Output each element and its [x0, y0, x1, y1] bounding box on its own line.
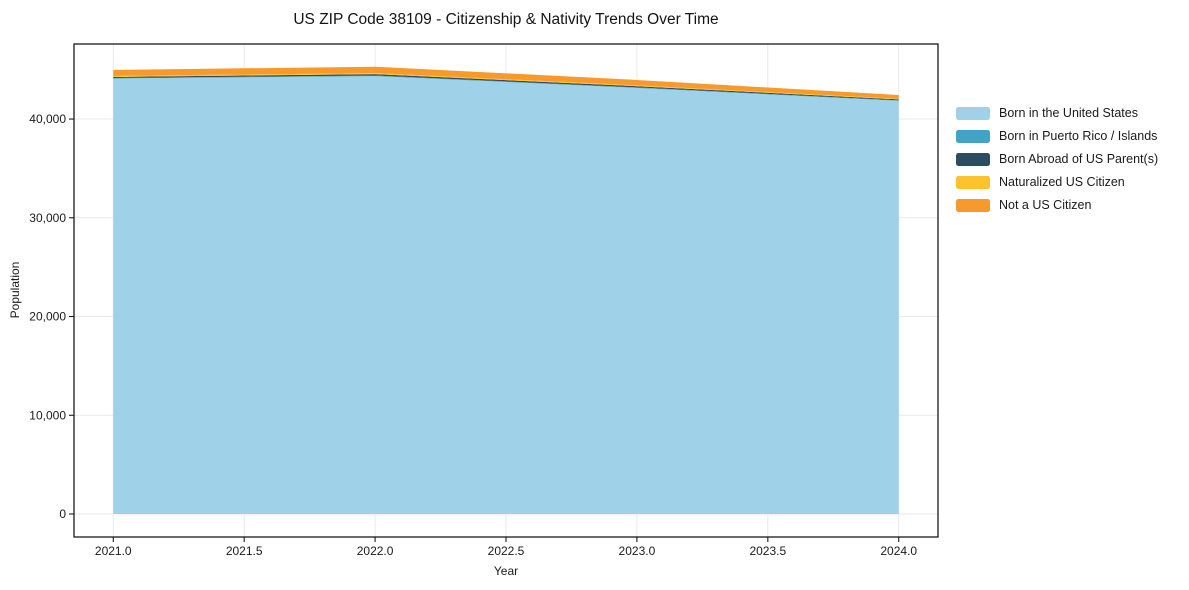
- legend-label: Not a US Citizen: [999, 198, 1092, 213]
- y-tick-label: 30,000: [29, 211, 66, 225]
- x-tick-label: 2022.5: [488, 544, 525, 558]
- legend-item: Naturalized US Citizen: [956, 171, 1158, 194]
- area-series-4: [113, 66, 899, 99]
- x-tick-label: 2023.5: [749, 544, 786, 558]
- plot-area: 2021.0 2021.5 2022.0 2022.5 2023.0 2023.5 2024…: [29, 43, 939, 558]
- x-tick-label: 2021.5: [226, 544, 263, 558]
- x-tick-label: 2022.0: [357, 544, 394, 558]
- area-series-2: [113, 74, 899, 101]
- x-axis-label: Year: [494, 564, 518, 578]
- area-series-0: [113, 76, 899, 514]
- legend-swatch: [956, 199, 990, 212]
- x-tick-label: 2024.0: [880, 544, 917, 558]
- legend-item: Not a US Citizen: [956, 194, 1158, 217]
- y-tick-label: 0: [59, 507, 66, 521]
- chart-title: US ZIP Code 38109 - Citizenship & Nativi…: [293, 11, 718, 28]
- x-tick-label: 2021.0: [95, 544, 132, 558]
- y-tick-label: 10,000: [29, 408, 66, 422]
- legend-item: Born Abroad of US Parent(s): [956, 148, 1158, 171]
- legend-label: Born Abroad of US Parent(s): [999, 152, 1159, 167]
- legend-label: Born in Puerto Rico / Islands: [999, 129, 1158, 144]
- x-tick-label: 2023.0: [619, 544, 656, 558]
- legend-item: Born in the United States: [956, 102, 1158, 125]
- legend-swatch: [956, 107, 990, 120]
- legend: Born in the United States Born in Puerto…: [956, 102, 1158, 217]
- area-series-3: [113, 73, 899, 100]
- y-tick-label: 40,000: [29, 112, 66, 126]
- y-tick-label: 20,000: [29, 310, 66, 324]
- legend-label: Born in the United States: [999, 106, 1138, 121]
- y-axis-label: Population: [8, 262, 22, 319]
- legend-swatch: [956, 176, 990, 189]
- legend-label: Naturalized US Citizen: [999, 175, 1125, 190]
- legend-swatch: [956, 153, 990, 166]
- legend-swatch: [956, 130, 990, 143]
- legend-item: Born in Puerto Rico / Islands: [956, 125, 1158, 148]
